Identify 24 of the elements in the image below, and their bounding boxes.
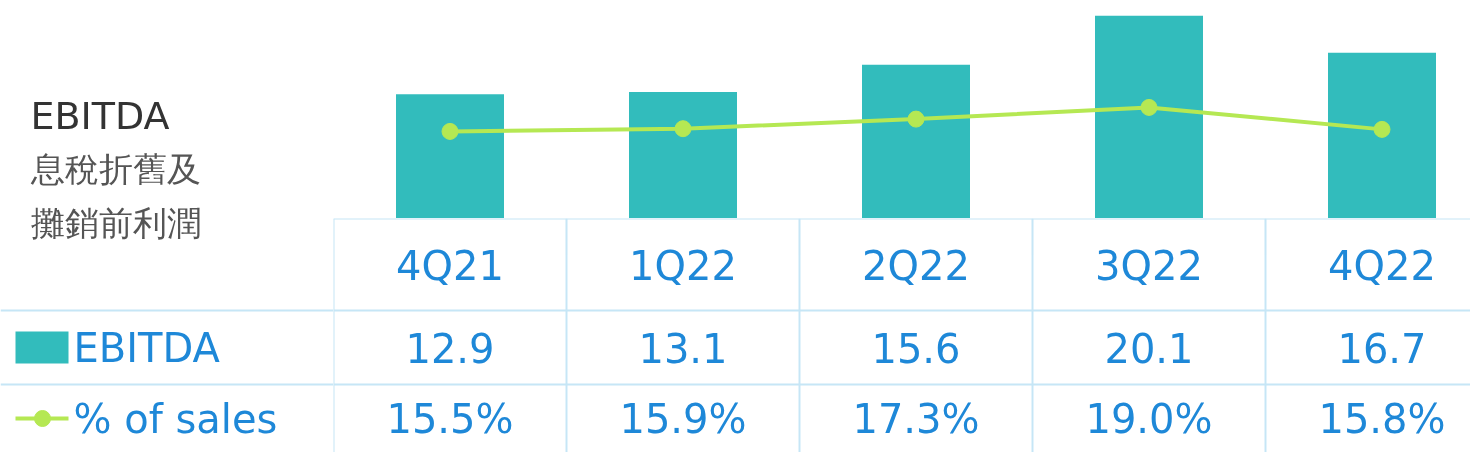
x-tick-label: 4Q21 xyxy=(396,242,504,289)
text: 息稅折舊及攤銷前利潤 xyxy=(29,148,201,243)
point xyxy=(1373,120,1391,138)
data-label: 15.5% xyxy=(386,395,514,442)
data-label: 17.3% xyxy=(852,395,980,442)
point xyxy=(907,110,925,128)
text: EBITDA xyxy=(30,93,170,138)
data-label: 15.8% xyxy=(1318,395,1446,442)
data-label: 15.9% xyxy=(619,395,747,442)
point xyxy=(441,122,459,140)
legend-label: EBITDA xyxy=(73,324,221,371)
legend-label: % of sales xyxy=(73,395,278,442)
data-label: 15.6 xyxy=(871,325,961,372)
data-label: 20.1 xyxy=(1104,325,1194,372)
data-label: 12.9 xyxy=(405,325,495,372)
x-tick-label: 4Q22 xyxy=(1328,242,1436,289)
point xyxy=(674,120,692,138)
x-tick-label: 3Q22 xyxy=(1095,242,1203,289)
x-tick-label: 1Q22 xyxy=(629,242,737,289)
x-tick-label: 2Q22 xyxy=(862,242,970,289)
point xyxy=(1140,98,1158,116)
data-label: 19.0% xyxy=(1085,395,1213,442)
data-label: 13.1 xyxy=(638,325,728,372)
data-label: 16.7 xyxy=(1337,325,1427,372)
